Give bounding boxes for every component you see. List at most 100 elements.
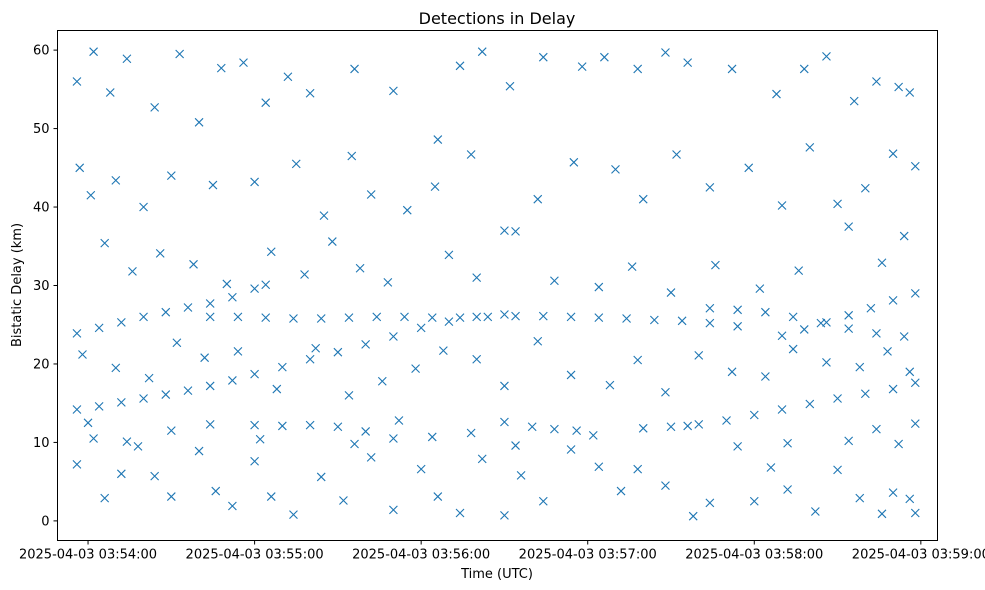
data-point — [683, 58, 693, 68]
data-point — [277, 362, 287, 372]
data-point — [416, 323, 426, 333]
data-point — [705, 183, 715, 192]
y-tick-label: 30 — [33, 279, 50, 294]
data-point — [722, 416, 731, 425]
data-point — [266, 247, 276, 257]
data-point — [783, 438, 792, 448]
data-point — [105, 88, 115, 97]
data-point — [250, 456, 259, 466]
data-point — [594, 462, 604, 472]
data-point — [666, 288, 676, 297]
data-point — [594, 282, 604, 292]
data-point — [83, 418, 93, 428]
data-point — [477, 47, 487, 57]
data-point — [888, 384, 898, 394]
x-tick-label: 2025-04-03 03:58:00 — [685, 548, 823, 563]
data-point — [605, 380, 615, 390]
data-point — [788, 344, 798, 354]
data-point — [438, 346, 448, 356]
data-point — [472, 354, 482, 364]
data-point — [389, 434, 398, 443]
data-point — [760, 307, 770, 317]
data-point — [72, 405, 82, 414]
data-point — [150, 471, 160, 481]
data-point — [777, 201, 787, 210]
data-point — [327, 237, 337, 246]
data-points — [72, 47, 920, 521]
data-point — [822, 317, 831, 327]
data-point — [233, 347, 243, 356]
data-point — [566, 445, 576, 454]
data-point — [261, 280, 271, 290]
data-point — [844, 310, 854, 320]
data-point — [430, 182, 440, 192]
data-point — [366, 190, 376, 199]
data-point — [633, 64, 643, 74]
data-point — [466, 150, 476, 159]
data-point — [205, 419, 215, 429]
data-point — [361, 427, 371, 436]
data-point — [677, 316, 687, 326]
data-point — [855, 493, 865, 503]
data-point — [122, 437, 132, 447]
data-point — [883, 347, 892, 356]
data-point — [783, 485, 792, 494]
data-point — [588, 430, 598, 440]
data-point — [511, 311, 520, 321]
data-point — [566, 370, 576, 380]
data-point — [472, 273, 482, 283]
data-point — [233, 312, 243, 322]
data-point — [888, 149, 898, 159]
data-point — [705, 303, 715, 313]
data-point — [333, 422, 343, 432]
chart-title: Detections in Delay — [419, 9, 576, 28]
data-point — [505, 81, 515, 91]
data-point — [572, 426, 582, 436]
data-point — [694, 419, 704, 429]
y-tick-label: 0 — [41, 514, 49, 529]
data-point — [175, 49, 185, 59]
data-point — [594, 313, 604, 323]
data-point — [122, 54, 132, 64]
data-point — [500, 226, 509, 235]
data-point — [633, 355, 643, 365]
data-point — [622, 314, 631, 323]
data-point — [116, 398, 126, 407]
data-point — [89, 434, 98, 443]
data-point — [905, 88, 915, 97]
data-point — [516, 470, 526, 480]
data-point — [305, 420, 315, 430]
data-point — [661, 481, 670, 490]
data-point — [569, 157, 579, 167]
data-point — [727, 367, 737, 377]
data-point — [172, 338, 182, 348]
data-point — [822, 52, 831, 61]
data-point — [311, 343, 321, 353]
data-point — [228, 376, 237, 385]
data-point — [289, 314, 298, 323]
y-tick-label: 10 — [33, 436, 50, 451]
data-point — [511, 441, 520, 450]
data-point — [877, 258, 887, 268]
y-tick-label: 50 — [33, 122, 50, 137]
data-point — [733, 441, 743, 451]
data-point — [844, 222, 854, 232]
data-point — [683, 421, 693, 431]
data-point — [444, 317, 454, 326]
data-point — [300, 270, 309, 279]
data-point — [872, 77, 881, 86]
data-point — [319, 211, 329, 221]
data-point — [772, 89, 781, 99]
data-point — [455, 61, 465, 71]
data-point — [694, 350, 704, 360]
data-point — [161, 307, 171, 317]
data-point — [272, 384, 282, 394]
data-point — [899, 332, 909, 341]
data-point — [139, 202, 148, 212]
data-point — [455, 313, 465, 323]
data-point — [200, 353, 210, 363]
data-point — [427, 432, 437, 442]
data-point — [860, 389, 870, 399]
data-point — [822, 358, 831, 367]
data-point — [333, 347, 343, 357]
